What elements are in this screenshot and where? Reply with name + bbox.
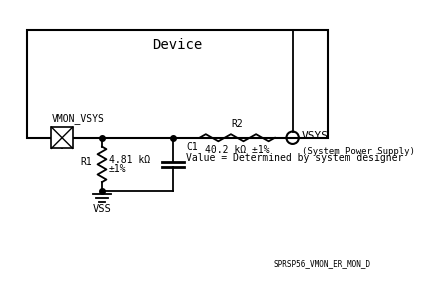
- Text: VMON_VSYS: VMON_VSYS: [51, 113, 104, 123]
- Text: Value = Determined by system designer: Value = Determined by system designer: [186, 153, 404, 163]
- Text: VSYS: VSYS: [301, 131, 329, 141]
- Bar: [27, 30, 328, 138]
- Text: R1: R1: [80, 157, 92, 167]
- Text: ±1%: ±1%: [109, 164, 127, 174]
- Text: 40.2 kΩ ±1%: 40.2 kΩ ±1%: [205, 145, 270, 155]
- Text: VSS: VSS: [92, 204, 111, 214]
- Text: Device: Device: [152, 38, 202, 53]
- Text: (System Power Supply): (System Power Supply): [301, 147, 414, 156]
- Text: SPRSP56_VMON_ER_MON_D: SPRSP56_VMON_ER_MON_D: [273, 259, 371, 268]
- Bar: [51, 127, 73, 148]
- Text: C1: C1: [186, 142, 198, 152]
- Text: 4.81 kΩ: 4.81 kΩ: [109, 155, 150, 165]
- Text: R2: R2: [232, 119, 243, 129]
